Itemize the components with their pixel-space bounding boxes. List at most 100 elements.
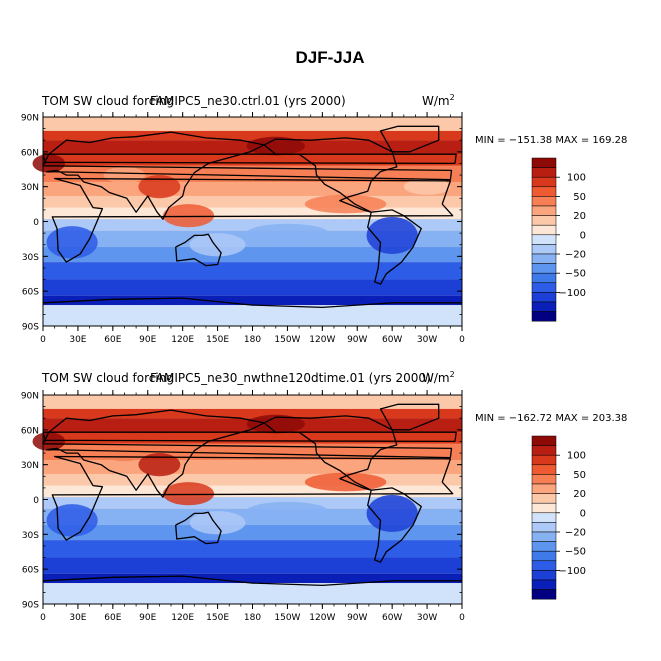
- colorbar-swatch: [531, 205, 557, 216]
- colorbar-swatch: [531, 186, 557, 197]
- field-anomaly: [246, 223, 329, 243]
- coastline: [51, 455, 454, 541]
- colorbar-swatch: [531, 483, 557, 494]
- field-band: [43, 230, 462, 248]
- colorbar-label: 50: [573, 192, 586, 203]
- lon-label: 90W: [347, 335, 367, 345]
- lat-label: 0: [33, 218, 39, 228]
- colorbar-swatch: [531, 531, 557, 542]
- lon-label: 150E: [206, 335, 229, 345]
- field-anomaly: [246, 501, 329, 521]
- lat-label: 30N: [21, 183, 39, 193]
- coastline: [379, 125, 440, 153]
- lat-label: 30S: [22, 531, 39, 541]
- colorbar-swatch: [531, 502, 557, 514]
- colorbar-label: 20: [573, 489, 586, 500]
- field-anomaly: [138, 453, 181, 477]
- colorbar-label: −100: [559, 288, 586, 299]
- field-anomaly: [138, 175, 181, 199]
- colorbar-swatch: [531, 454, 557, 466]
- panel-1-min-max: MIN = −151.38 MAX = 169.28: [475, 135, 627, 146]
- colorbar-label: −50: [565, 269, 586, 280]
- colorbar-label: 100: [567, 451, 586, 462]
- field-band: [43, 182, 462, 196]
- colorbar-swatch: [531, 157, 557, 168]
- lon-label: 180: [244, 613, 261, 623]
- field-band: [43, 432, 462, 444]
- colorbar-swatch: [531, 224, 557, 236]
- colorbar-swatch: [531, 522, 557, 533]
- field-anomaly: [403, 456, 451, 473]
- coastline: [379, 403, 440, 431]
- lat-label: 60N: [21, 148, 39, 158]
- lat-label: 90N: [21, 114, 39, 124]
- colorbar-swatch: [531, 253, 557, 264]
- field-band: [43, 219, 462, 231]
- lat-label: 90N: [21, 392, 39, 402]
- panel-2-units: W/m2: [422, 370, 455, 385]
- field-band: [43, 247, 462, 263]
- panel-1-lon-labels: 0 30E 60E 90E 120E 150E 180 150W 120W 90W 60W 30W 0: [40, 335, 465, 345]
- lon-label: 180: [244, 335, 261, 345]
- field-anomaly: [366, 494, 418, 533]
- panel-1-units: W/m2: [422, 93, 455, 108]
- panel-1-colorbar: 100 50 20 0 −20 −50 −100: [531, 157, 586, 322]
- lon-label: 0: [40, 613, 46, 623]
- field-anomaly: [366, 216, 418, 255]
- field-band: [43, 525, 462, 541]
- lon-label: 90E: [139, 613, 156, 623]
- lon-label: 0: [459, 335, 465, 345]
- field-anomaly: [246, 136, 305, 156]
- colorbar-label: 50: [573, 470, 586, 481]
- lat-label: 60N: [21, 426, 39, 436]
- colorbar-label: 0: [580, 230, 586, 241]
- field-band: [43, 279, 462, 296]
- colorbar-swatch: [531, 282, 557, 293]
- panel-1-lat-labels: 90N 60N 30N 0 30S 60S 90S: [21, 114, 39, 333]
- field-band: [43, 130, 462, 141]
- colorbar-swatch: [531, 196, 557, 207]
- coastline: [175, 511, 222, 545]
- field-band: [43, 485, 462, 498]
- lon-label: 150W: [274, 613, 300, 623]
- colorbar-swatch: [531, 167, 557, 178]
- lon-label: 90W: [347, 613, 367, 623]
- colorbar-swatch: [531, 541, 557, 552]
- panel-2-units-exponent: 2: [450, 370, 455, 379]
- field-band: [43, 583, 462, 604]
- colorbar-swatch: [531, 301, 557, 312]
- coastline: [263, 137, 398, 213]
- panel-2-ticks: [42, 390, 463, 609]
- lon-label: 30W: [417, 335, 437, 345]
- colorbar-label: 20: [573, 211, 586, 222]
- colorbar-swatch: [531, 464, 557, 475]
- panel-2-field-bands: [32, 395, 462, 604]
- lon-label: 60W: [382, 613, 402, 623]
- colorbar-swatch: [531, 176, 557, 188]
- field-anomaly: [304, 472, 387, 492]
- panel-2-variable-title: TOM SW cloud forcing: [41, 371, 174, 385]
- field-band: [43, 295, 462, 306]
- colorbar-swatch: [531, 311, 557, 322]
- colorbar-swatch: [531, 215, 557, 226]
- lat-label: 60S: [22, 288, 39, 298]
- colorbar-swatch: [531, 244, 557, 255]
- colorbar-swatch: [531, 445, 557, 456]
- coastline: [42, 297, 462, 309]
- lat-label: 60S: [22, 566, 39, 576]
- colorbar-label: −20: [565, 528, 586, 539]
- field-band: [43, 262, 462, 280]
- field-anomaly: [304, 194, 387, 214]
- map-panel-2: TOM SW cloud forcing FAMIPC5_ne30_nwthne…: [21, 370, 628, 623]
- lon-label: 120E: [171, 613, 194, 623]
- panel-2-case-name: FAMIPC5_ne30_nwthne120dtime.01 (yrs 2000…: [150, 371, 431, 385]
- panel-2-units-base: W/m: [422, 371, 450, 385]
- colorbar-label: 100: [567, 173, 586, 184]
- colorbar-swatch: [531, 589, 557, 600]
- field-band: [43, 557, 462, 574]
- field-anomaly: [46, 504, 98, 537]
- lat-label: 90S: [22, 323, 39, 333]
- field-band: [43, 497, 462, 509]
- panel-1-field: [32, 117, 462, 326]
